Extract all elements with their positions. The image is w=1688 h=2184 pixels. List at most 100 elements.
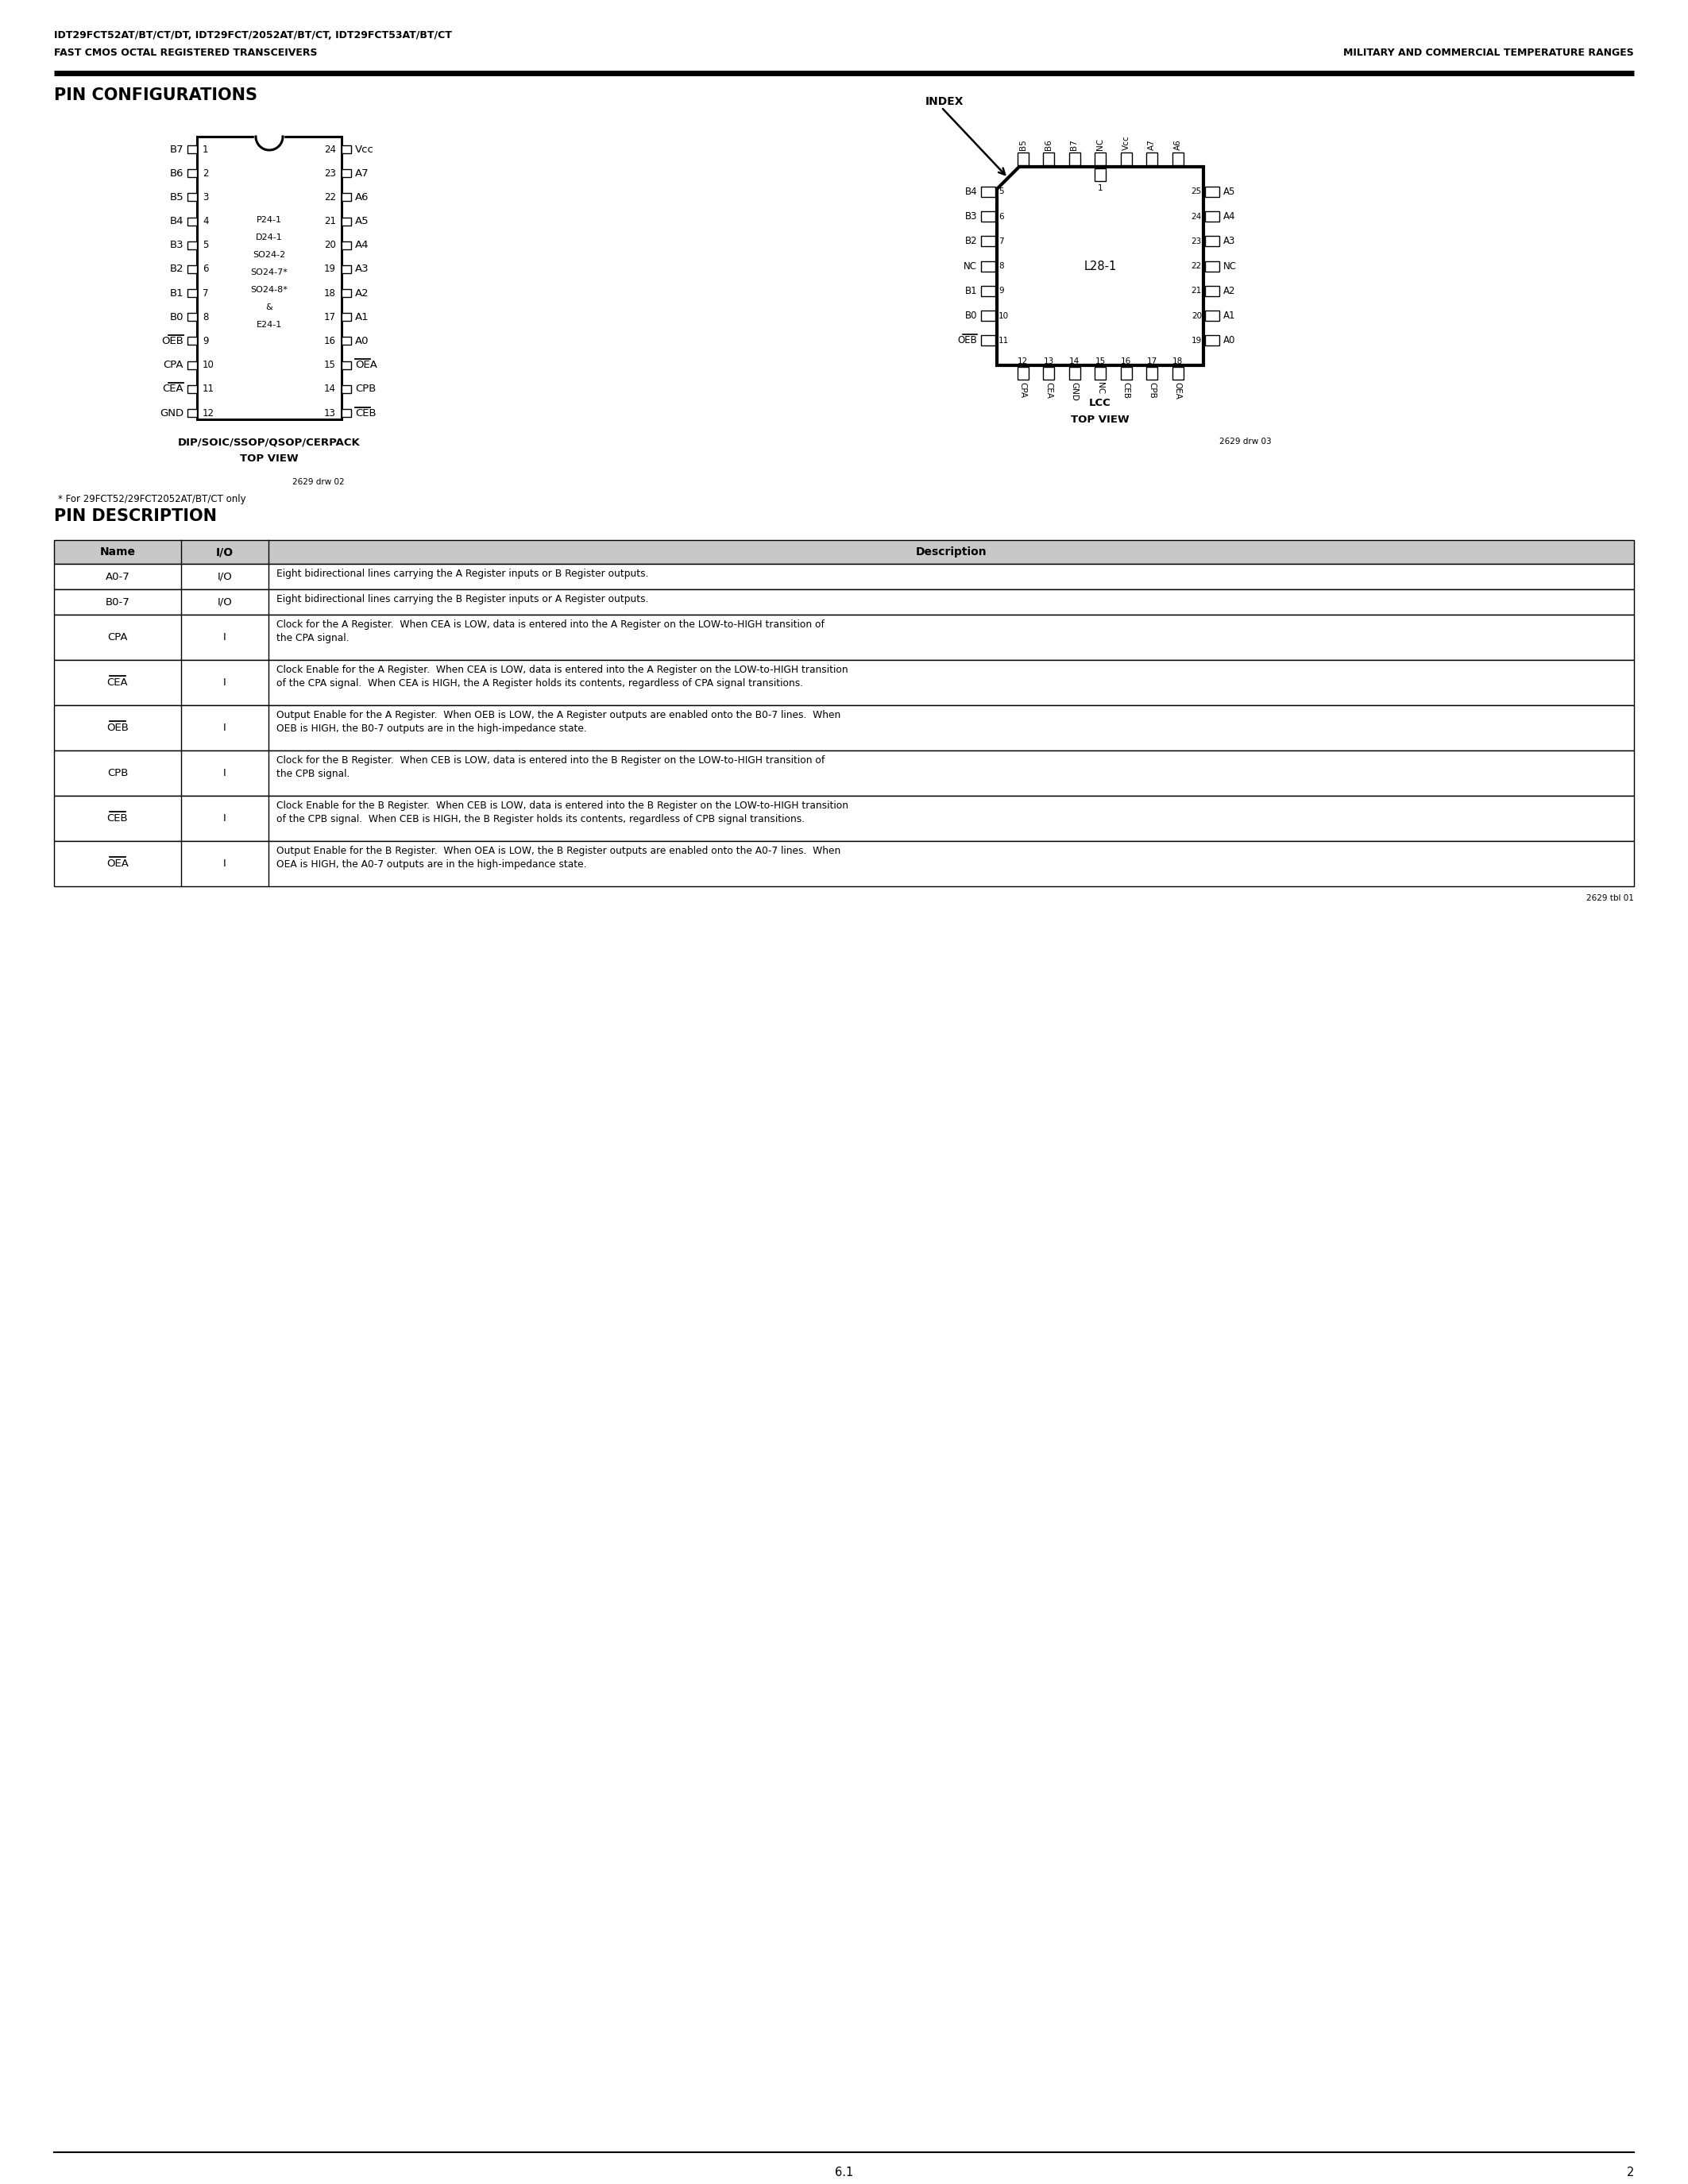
Bar [341,312,351,321]
Text: B0: B0 [169,312,184,323]
Text: B4: B4 [964,186,977,197]
Bar [341,408,351,417]
Text: A4: A4 [354,240,370,251]
Text: 5: 5 [203,240,208,251]
Text: DIP/SOIC/SSOP/QSOP/CERPACK: DIP/SOIC/SSOP/QSOP/CERPACK [177,437,361,448]
Text: Clock Enable for the B Register.  When CEB is LOW, data is entered into the B Re: Clock Enable for the B Register. When CE… [277,802,849,823]
Text: 6: 6 [203,264,209,275]
Text: 2: 2 [203,168,209,179]
Text: 4: 4 [1020,159,1025,168]
Text: Clock for the A Register.  When CEA is LOW, data is entered into the A Register : Clock for the A Register. When CEA is LO… [277,620,824,644]
Text: NC: NC [1096,138,1104,151]
Text: 10: 10 [203,360,214,371]
Bar [187,216,197,225]
Text: 2629 drw 02: 2629 drw 02 [292,478,344,487]
Bar [341,360,351,369]
Text: OEB: OEB [162,336,184,347]
Bar [54,563,1634,590]
Text: PIN CONFIGURATIONS: PIN CONFIGURATIONS [54,87,257,103]
Polygon shape [257,138,284,151]
Text: CPB: CPB [354,384,376,393]
Text: CEB: CEB [106,812,128,823]
Text: D24-1: D24-1 [257,234,282,240]
Text: CPB: CPB [106,769,128,778]
Text: 5: 5 [999,188,1004,197]
Text: PIN DESCRIPTION: PIN DESCRIPTION [54,509,216,524]
Text: 12: 12 [1018,358,1028,365]
Text: 1: 1 [203,144,209,155]
Text: 6.1: 6.1 [836,2167,852,2177]
Bar [54,751,1634,795]
Text: SO24-8*: SO24-8* [250,286,289,293]
Bar [1205,212,1219,221]
Text: CPA: CPA [108,631,128,642]
Text: 19: 19 [1192,336,1202,345]
Text: I: I [223,677,226,688]
Text: CEA: CEA [106,677,128,688]
Text: A7: A7 [1148,140,1156,151]
Text: 15: 15 [1096,358,1106,365]
Text: 24: 24 [1192,212,1202,221]
Text: A2: A2 [354,288,370,299]
Text: MILITARY AND COMMERCIAL TEMPERATURE RANGES: MILITARY AND COMMERCIAL TEMPERATURE RANG… [1344,48,1634,59]
Text: CEA: CEA [1045,382,1053,400]
Text: B1: B1 [169,288,184,299]
Text: I: I [223,723,226,734]
Text: B7: B7 [169,144,184,155]
Text: 16: 16 [324,336,336,347]
Text: 23: 23 [1192,238,1202,245]
Text: B6: B6 [1045,140,1053,151]
Text: 6: 6 [999,212,1004,221]
Text: 25: 25 [1192,188,1202,197]
Text: 15: 15 [324,360,336,371]
Bar [1069,153,1080,166]
Text: Clock Enable for the A Register.  When CEA is LOW, data is entered into the A Re: Clock Enable for the A Register. When CE… [277,664,847,688]
Bar [981,260,996,271]
Bar [187,360,197,369]
Text: 13: 13 [324,408,336,417]
Bar [54,614,1634,660]
Text: B1: B1 [964,286,977,297]
Text: I/O: I/O [216,546,233,557]
Bar [981,286,996,297]
Bar [981,236,996,247]
Bar [187,288,197,297]
Text: 9: 9 [999,286,1004,295]
Bar [341,146,351,153]
Text: SO24-2: SO24-2 [253,251,285,258]
Text: 13: 13 [1043,358,1053,365]
Text: IDT29FCT52AT/BT/CT/DT, IDT29FCT/2052AT/BT/CT, IDT29FCT53AT/BT/CT: IDT29FCT52AT/BT/CT/DT, IDT29FCT/2052AT/B… [54,31,452,41]
Text: 18: 18 [1173,358,1183,365]
Text: 2: 2 [1627,2167,1634,2177]
Bar [1205,186,1219,197]
Text: 9: 9 [203,336,209,347]
Bar [981,310,996,321]
Bar [981,336,996,345]
Text: Clock for the B Register.  When CEB is LOW, data is entered into the B Register : Clock for the B Register. When CEB is LO… [277,756,825,780]
Text: B5: B5 [1020,140,1026,151]
Bar [1069,367,1080,380]
Text: 19: 19 [324,264,336,275]
Text: OEB: OEB [957,336,977,345]
Text: A1: A1 [354,312,370,323]
Bar [187,170,197,177]
Text: 4: 4 [203,216,209,227]
Bar [54,590,1634,614]
Text: TOP VIEW: TOP VIEW [240,454,299,463]
Text: 7: 7 [203,288,209,299]
Text: &: & [265,304,273,310]
Text: L28-1: L28-1 [1084,260,1116,273]
Bar [187,146,197,153]
Text: Vcc: Vcc [354,144,375,155]
Bar [1094,153,1106,166]
Bar [1205,260,1219,271]
Text: B0-7: B0-7 [105,596,130,607]
Text: 7: 7 [999,238,1004,245]
Text: 12: 12 [203,408,214,417]
Text: CEB: CEB [1123,382,1129,400]
Bar [1043,367,1053,380]
Text: 24: 24 [324,144,336,155]
Bar [54,795,1634,841]
Bar [1121,153,1131,166]
Polygon shape [998,166,1204,365]
